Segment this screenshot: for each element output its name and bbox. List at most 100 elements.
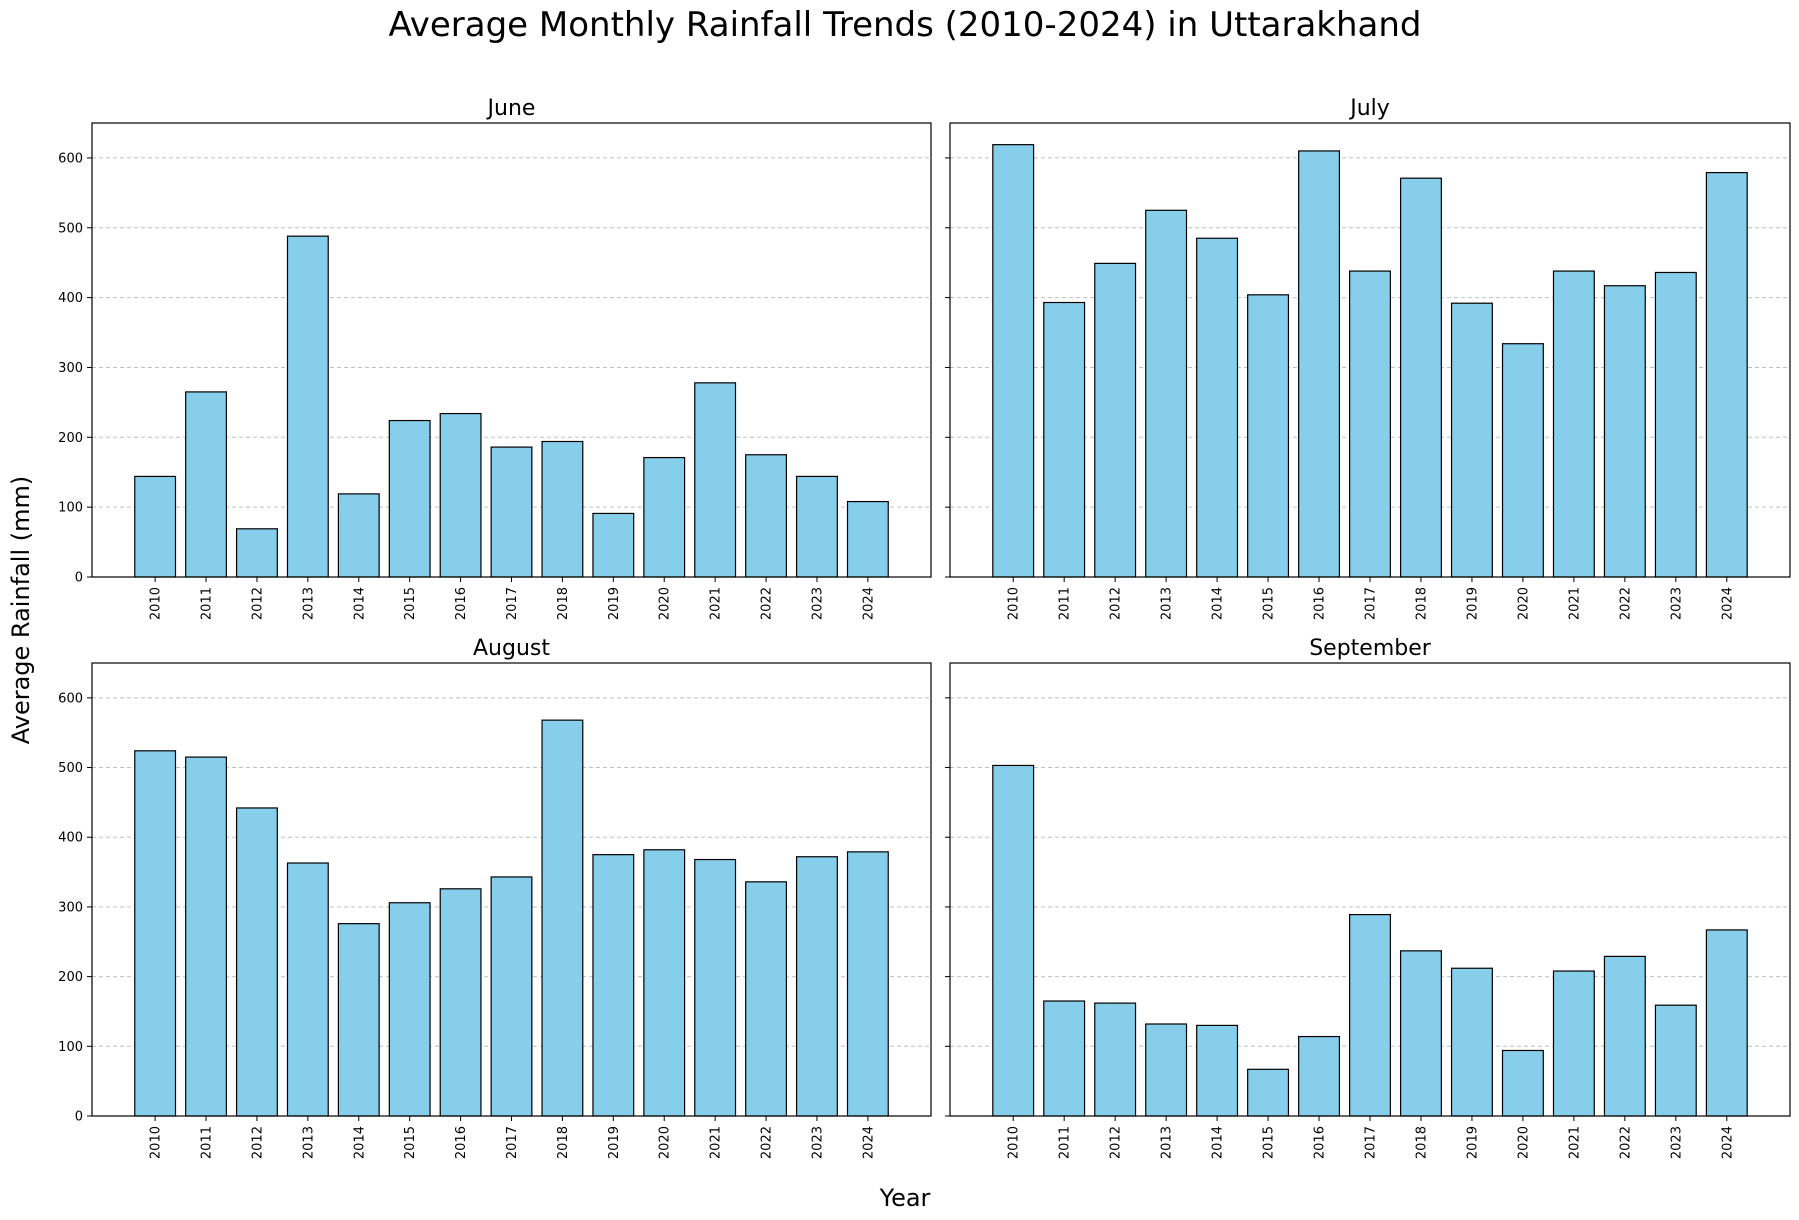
y-tick-label: 0 — [75, 1110, 83, 1125]
y-tick-label: 400 — [58, 291, 83, 306]
x-tick-label: 2016 — [1313, 587, 1328, 620]
x-tick-label: 2018 — [1414, 1126, 1429, 1159]
bar-august-2011 — [185, 756, 228, 1117]
bar-september-2017 — [1349, 913, 1391, 1117]
x-tick-label: 2010 — [1007, 587, 1022, 620]
bar-september-2020 — [1501, 1049, 1544, 1117]
x-tick-label: 2021 — [1567, 1126, 1582, 1159]
y-tick-label: 200 — [58, 970, 83, 985]
bar-august-2023 — [795, 856, 838, 1117]
bar-july-2015 — [1247, 294, 1290, 578]
x-tick-label: 2015 — [403, 1126, 418, 1159]
bar-july-2021 — [1552, 270, 1595, 578]
panels-group: June 0 100 200 300 400 500 600 2010 2011 2012 2013 2… — [58, 96, 1791, 1159]
bar-june-2020 — [643, 456, 686, 578]
y-tick-label: 0 — [75, 571, 83, 586]
x-tick-label: 2018 — [556, 1126, 571, 1159]
x-tick-label: 2022 — [1618, 587, 1633, 620]
bar-june-2013 — [286, 235, 329, 578]
x-tick-label: 2021 — [709, 587, 724, 620]
subplot-august: August 0 100 200 300 400 500 600 2010 2011 2012 201… — [58, 636, 932, 1159]
x-tick-label: 2015 — [403, 587, 418, 620]
x-tick-label: 2019 — [1465, 1126, 1480, 1159]
x-tick-label: 2022 — [760, 1126, 775, 1159]
bar-july-2016 — [1298, 150, 1341, 578]
x-tick-label: 2021 — [709, 1126, 724, 1159]
x-tick-label: 2020 — [658, 587, 673, 620]
bar-september-2023 — [1654, 1004, 1697, 1117]
bar-june-2015 — [388, 419, 431, 578]
subplot-title: June — [486, 96, 536, 121]
bar-june-2017 — [490, 446, 533, 578]
x-tick-label: 2012 — [1109, 1126, 1124, 1159]
bar-september-2015 — [1247, 1068, 1290, 1117]
x-tick-label: 2022 — [760, 587, 775, 620]
bar-september-2021 — [1552, 970, 1595, 1117]
bar-july-2018 — [1399, 177, 1442, 578]
bar-august-2021 — [694, 858, 737, 1117]
bar-july-2019 — [1450, 302, 1493, 578]
x-tick-label: 2013 — [301, 1126, 316, 1159]
x-axis-label: Year — [879, 1184, 931, 1212]
x-tick-label: 2011 — [1058, 1126, 1073, 1159]
subplot-july: July 2010 2011 2012 2013 2014 2015 2016 2017 2018… — [945, 96, 1791, 620]
x-tick-label: 2017 — [505, 587, 520, 620]
y-tick-label: 600 — [58, 151, 83, 166]
bar-september-2018 — [1399, 950, 1442, 1117]
bar-june-2023 — [795, 475, 838, 578]
subplot-september: September 2010 2011 2012 2013 2014 2015 2016 201… — [945, 636, 1791, 1159]
x-tick-label: 2013 — [1160, 1126, 1175, 1159]
x-tick-label: 2019 — [607, 1126, 622, 1159]
y-tick-label: 300 — [58, 900, 83, 915]
bar-september-2022 — [1603, 955, 1646, 1117]
bar-september-2012 — [1094, 1002, 1137, 1117]
x-tick-label: 2010 — [149, 1126, 164, 1159]
bar-june-2021 — [694, 382, 737, 578]
bar-september-2019 — [1450, 967, 1493, 1117]
bar-september-2013 — [1145, 1023, 1188, 1117]
x-tick-label: 2022 — [1618, 1126, 1633, 1159]
bar-august-2015 — [388, 902, 431, 1117]
bar-september-2024 — [1705, 929, 1748, 1117]
x-tick-label: 2013 — [1160, 587, 1175, 620]
bar-july-2010 — [992, 144, 1035, 578]
x-tick-label: 2018 — [556, 587, 571, 620]
bar-august-2014 — [337, 923, 380, 1117]
x-tick-label: 2014 — [1211, 587, 1226, 620]
bar-august-2018 — [541, 719, 584, 1117]
bar-june-2014 — [337, 493, 380, 578]
x-tick-label: 2012 — [250, 587, 265, 620]
x-tick-label: 2023 — [1669, 1126, 1684, 1159]
bar-july-2011 — [1043, 301, 1086, 578]
bar-september-2016 — [1298, 1035, 1341, 1117]
x-tick-label: 2020 — [1516, 587, 1531, 620]
bar-june-2012 — [235, 528, 278, 578]
bar-september-2011 — [1043, 1000, 1086, 1117]
bar-july-2023 — [1654, 271, 1697, 578]
x-tick-label: 2024 — [1720, 587, 1735, 620]
x-tick-label: 2017 — [1364, 1126, 1379, 1159]
bar-september-2010 — [992, 764, 1035, 1117]
x-tick-label: 2016 — [1313, 1126, 1328, 1159]
y-axis-label: Average Rainfall (mm) — [7, 476, 35, 745]
subplot-june: June 0 100 200 300 400 500 600 2010 2011 2012 2013 2… — [58, 96, 932, 620]
bar-august-2013 — [286, 862, 329, 1117]
x-tick-label: 2014 — [352, 587, 367, 620]
x-tick-label: 2023 — [810, 1126, 825, 1159]
subplot-title: August — [473, 636, 550, 661]
x-tick-label: 2023 — [1669, 587, 1684, 620]
bar-august-2016 — [439, 888, 482, 1117]
x-tick-label: 2024 — [861, 1126, 876, 1159]
x-tick-label: 2019 — [607, 587, 622, 620]
x-tick-label: 2017 — [505, 1126, 520, 1159]
bar-june-2011 — [185, 391, 228, 578]
y-tick-label: 600 — [58, 691, 83, 706]
x-tick-label: 2020 — [1516, 1126, 1531, 1159]
x-tick-label: 2014 — [1211, 1126, 1226, 1159]
bar-september-2014 — [1196, 1024, 1239, 1117]
x-tick-label: 2010 — [149, 587, 164, 620]
bar-july-2024 — [1705, 171, 1748, 578]
bar-june-2016 — [439, 412, 482, 578]
y-tick-label: 200 — [58, 431, 83, 446]
